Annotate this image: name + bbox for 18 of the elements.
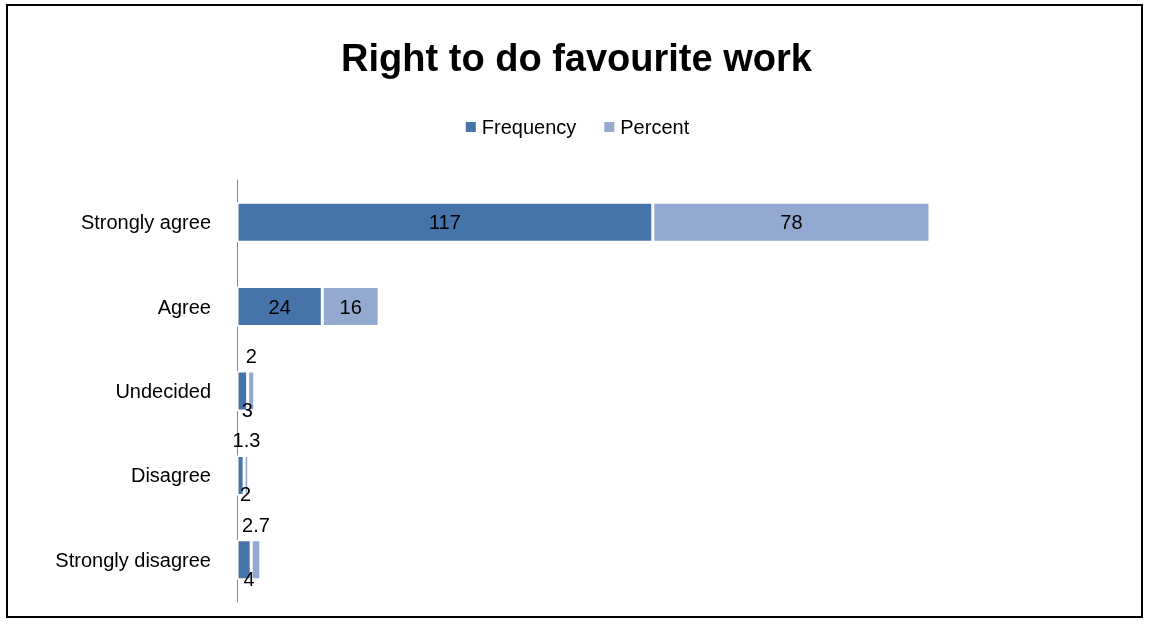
y-tick-label: Strongly disagree bbox=[55, 548, 211, 571]
data-label: 16 bbox=[339, 295, 362, 318]
y-tick-label: Agree bbox=[157, 295, 211, 318]
y-tick-label: Strongly agree bbox=[80, 211, 211, 234]
data-label: 2.7 bbox=[242, 513, 270, 536]
data-label: 2 bbox=[245, 345, 257, 367]
data-label: 4 bbox=[243, 567, 255, 590]
data-label: 78 bbox=[780, 211, 803, 234]
y-tick-label: Undecided bbox=[115, 380, 211, 402]
legend-label: Percent bbox=[620, 116, 690, 138]
chart-title: Right to do favourite work bbox=[341, 37, 813, 79]
data-label: 117 bbox=[428, 211, 461, 234]
y-tick-label: Disagree bbox=[130, 464, 211, 487]
data-label: 2 bbox=[239, 483, 252, 506]
data-label: 3 bbox=[241, 399, 253, 421]
legend-label: Frequency bbox=[481, 116, 577, 138]
data-label: 24 bbox=[268, 295, 291, 318]
data-label: 1.3 bbox=[232, 429, 261, 452]
